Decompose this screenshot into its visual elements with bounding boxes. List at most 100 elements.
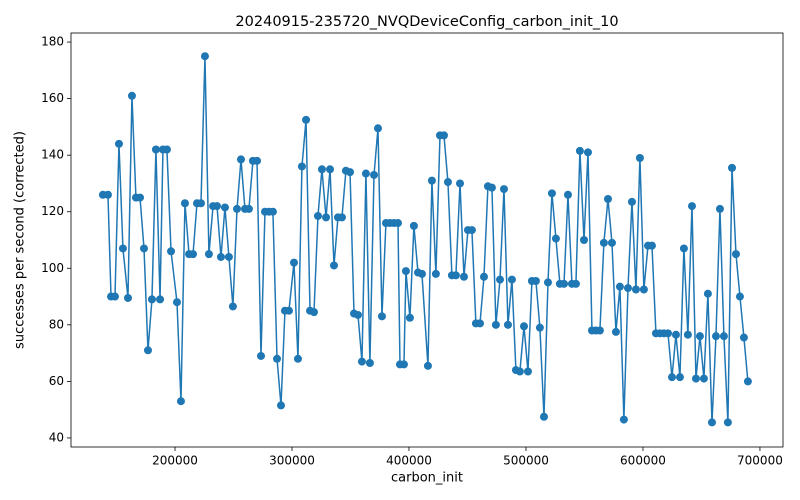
data-point (739, 333, 748, 342)
data-point (293, 354, 302, 363)
data-point (427, 176, 436, 185)
data-point (519, 322, 528, 331)
y-tick-label: 60 (49, 374, 64, 388)
data-point (156, 295, 165, 304)
chart-title: 20240915-235720_NVQDeviceConfig_carbon_i… (235, 14, 618, 30)
data-point (276, 401, 285, 410)
x-tick-label: 300000 (269, 454, 315, 468)
data-point (723, 418, 732, 427)
data-point (571, 279, 580, 288)
data-point (136, 193, 145, 202)
data-point (151, 145, 160, 154)
data-point (663, 329, 672, 338)
x-tick-label: 600000 (620, 454, 666, 468)
data-point (683, 330, 692, 339)
data-point (580, 236, 589, 244)
data-point (114, 139, 123, 148)
data-point (189, 250, 198, 259)
data-point (103, 190, 112, 199)
data-point (487, 183, 496, 192)
data-point (370, 170, 379, 179)
data-point (236, 155, 245, 164)
data-point (329, 261, 338, 270)
data-point (233, 204, 242, 213)
data-point (273, 354, 282, 363)
data-point (377, 312, 386, 321)
data-point (583, 148, 592, 157)
data-point (140, 244, 149, 253)
data-point (216, 252, 225, 261)
data-point (595, 326, 604, 335)
plot-frame (70, 32, 784, 448)
data-point (244, 204, 253, 213)
data-point (228, 302, 237, 311)
data-point (455, 179, 464, 188)
data-point (337, 213, 346, 222)
data-point (180, 199, 189, 208)
x-axis-label: carbon_init (391, 471, 463, 486)
y-tick-label: 120 (41, 204, 64, 218)
data-point (459, 272, 468, 281)
data-point (118, 244, 127, 253)
data-point (679, 244, 688, 253)
data-point (326, 165, 335, 174)
data-point (399, 360, 408, 369)
y-tick-label: 160 (41, 91, 64, 105)
data-point (353, 310, 362, 319)
data-point (499, 185, 508, 194)
data-point (503, 320, 512, 329)
data-point (647, 241, 656, 250)
data-line (102, 56, 749, 423)
y-tick-label: 180 (41, 35, 64, 49)
data-point (200, 52, 209, 61)
data-point (631, 285, 640, 294)
data-point (172, 298, 181, 307)
data-point (317, 165, 326, 174)
data-point (313, 211, 322, 220)
data-point (309, 308, 318, 317)
data-point (423, 361, 432, 370)
data-point (699, 374, 708, 383)
data-point (515, 367, 524, 376)
data-point (611, 327, 620, 336)
data-point (543, 278, 552, 287)
data-point (284, 306, 293, 315)
data-point (599, 238, 608, 247)
data-point (687, 202, 696, 211)
data-point (204, 250, 213, 259)
data-point (635, 153, 644, 162)
data-point (224, 252, 233, 261)
data-point (551, 234, 560, 243)
data-point (451, 271, 460, 280)
data-point (479, 272, 488, 281)
y-tick-label: 100 (41, 261, 64, 275)
data-point (671, 330, 680, 339)
data-point (743, 377, 752, 386)
data-point (322, 213, 331, 222)
data-point (675, 373, 684, 382)
data-point (619, 415, 628, 424)
y-tick-label: 80 (49, 317, 64, 331)
data-point (268, 207, 277, 216)
y-tick-label: 140 (41, 148, 64, 162)
data-point (475, 319, 484, 328)
data-point (523, 367, 532, 376)
data-point (695, 332, 704, 341)
data-point (667, 373, 676, 382)
data-point (607, 238, 616, 247)
data-point (297, 162, 306, 171)
x-tick-label: 400000 (386, 454, 432, 468)
data-point (703, 289, 712, 298)
data-point (443, 178, 452, 187)
data-point (213, 202, 222, 211)
y-tick-label: 40 (49, 430, 64, 444)
y-axis-label: successes per second (corrected) (13, 131, 28, 349)
data-point (110, 292, 119, 301)
data-point (357, 357, 366, 366)
data-point (167, 247, 176, 256)
x-tick-label: 500000 (503, 454, 549, 468)
data-point (507, 275, 516, 284)
